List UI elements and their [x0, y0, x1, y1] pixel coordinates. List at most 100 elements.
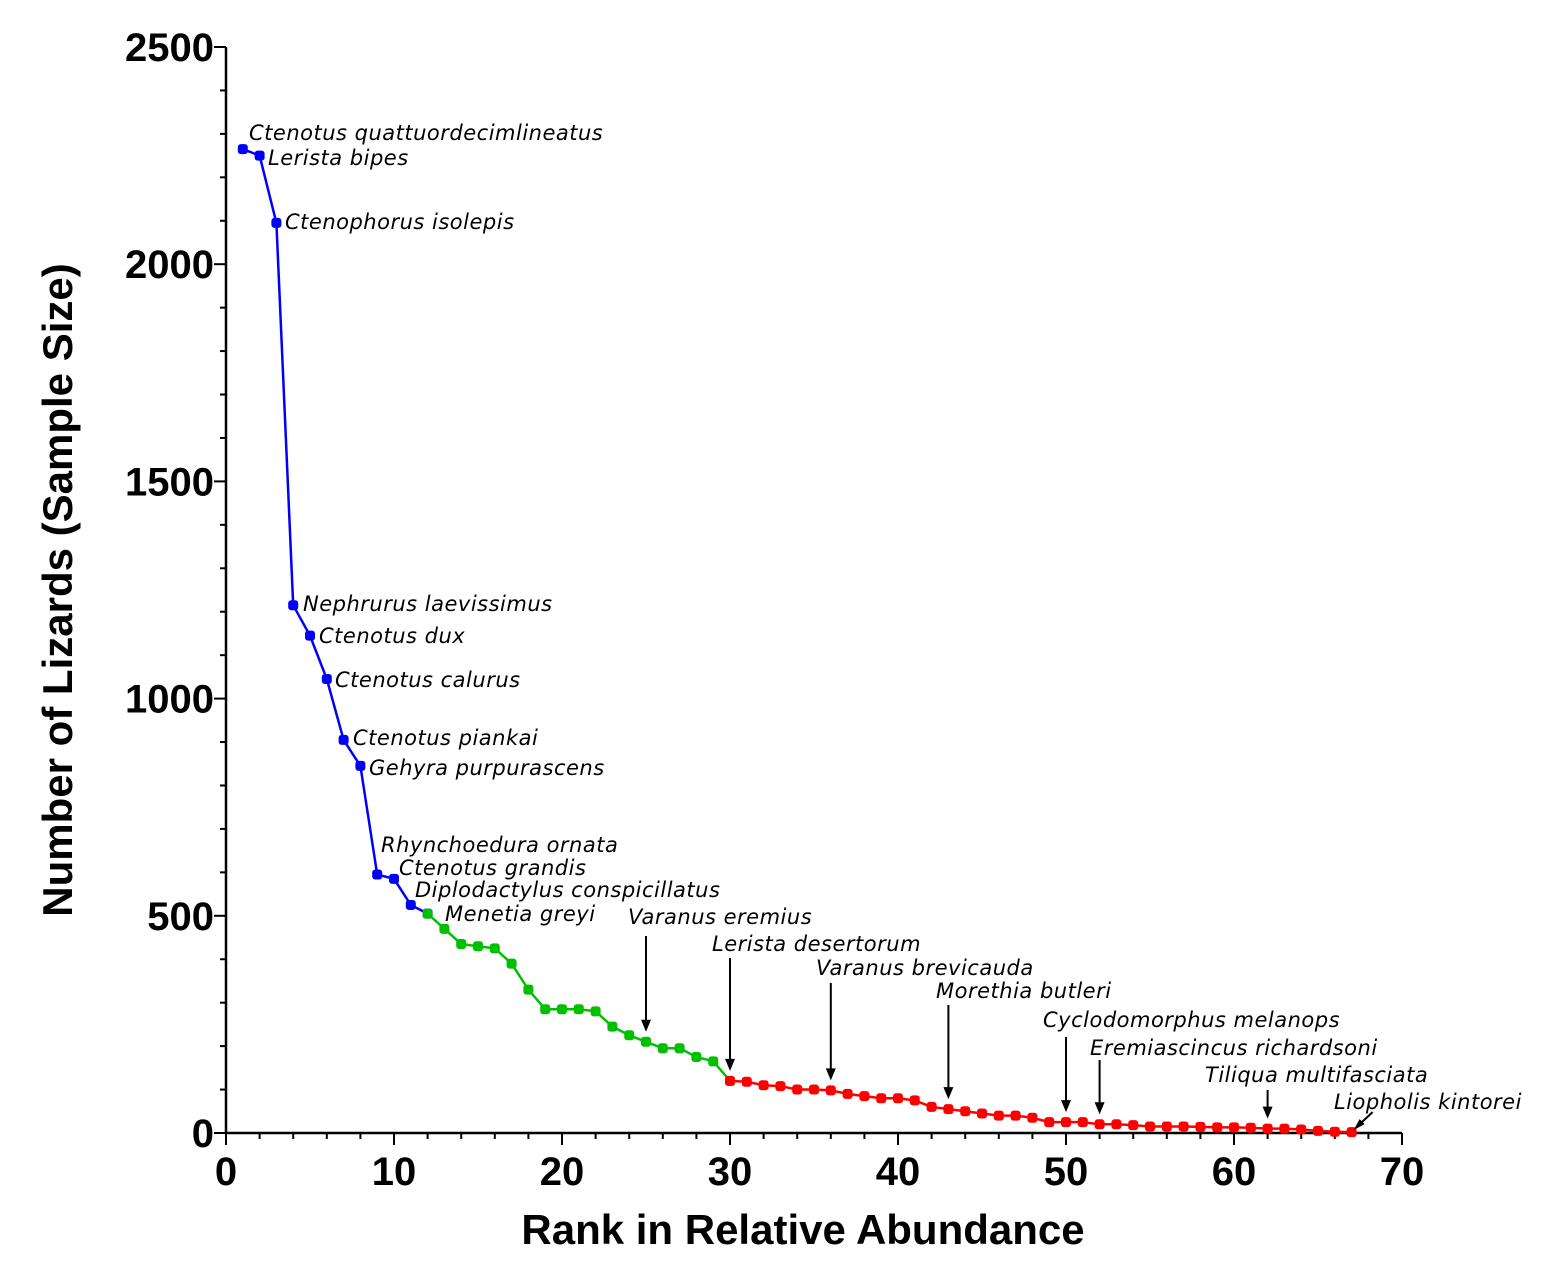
data-point: [254, 150, 265, 161]
data-point: [456, 939, 467, 950]
x-tick-label: 20: [540, 1150, 585, 1194]
data-point: [271, 217, 282, 228]
series-line-2: [426, 912, 731, 1082]
data-point: [1245, 1122, 1256, 1133]
y-tick-label: 2000: [125, 243, 214, 287]
data-point: [523, 984, 534, 995]
data-point: [1145, 1121, 1155, 1132]
data-point: [758, 1080, 769, 1091]
data-point: [1178, 1121, 1189, 1132]
y-axis-title: Number of Lizards (Sample Size): [34, 263, 81, 916]
data-point: [775, 1081, 786, 1092]
annotation-arrowhead: [825, 1068, 836, 1081]
annotation-arrowhead: [641, 1019, 651, 1032]
annotation-arrowhead: [1353, 1119, 1365, 1131]
species-label: Liopholis kintorei: [1334, 1090, 1522, 1114]
data-point: [1212, 1122, 1223, 1133]
x-tick-label: 30: [708, 1150, 753, 1194]
data-point: [926, 1101, 937, 1112]
species-label: Cyclodomorphus melanops: [1043, 1008, 1340, 1032]
data-point: [1111, 1119, 1122, 1130]
data-point: [473, 941, 483, 952]
species-label: Gehyra purpurascens: [369, 756, 605, 780]
x-tick-label: 70: [1380, 1150, 1425, 1194]
data-point: [657, 1043, 668, 1054]
y-tick-label: 2500: [125, 26, 214, 70]
y-tick-label: 0: [192, 1112, 214, 1156]
data-point: [1195, 1121, 1206, 1132]
data-point: [674, 1043, 685, 1054]
data-point: [1262, 1123, 1273, 1134]
data-point: [1296, 1124, 1307, 1135]
data-point: [708, 1056, 719, 1067]
data-point: [1313, 1125, 1323, 1136]
series-line-3: [729, 1079, 1352, 1134]
data-point: [960, 1106, 971, 1117]
data-point: [540, 1004, 551, 1015]
data-point: [825, 1085, 836, 1096]
annotation-arrowhead: [943, 1087, 954, 1100]
data-point: [506, 958, 517, 969]
data-point: [842, 1088, 853, 1099]
data-point: [489, 943, 500, 954]
data-point: [338, 734, 349, 745]
data-point: [1027, 1112, 1038, 1123]
data-point: [389, 873, 399, 884]
species-label: Tiliqua multifasciata: [1205, 1063, 1428, 1087]
species-label: Ctenotus grandis: [399, 856, 586, 880]
data-point: [859, 1091, 870, 1102]
data-point: [1061, 1117, 1071, 1128]
species-label: Menetia greyi: [445, 902, 596, 926]
annotation-arrowhead: [1094, 1102, 1105, 1115]
data-point: [725, 1075, 735, 1086]
y-tick-label: 500: [147, 895, 214, 939]
data-point: [607, 1021, 618, 1032]
species-label: Varanus brevicauda: [816, 956, 1034, 980]
data-point: [876, 1093, 887, 1104]
data-point: [1077, 1117, 1088, 1128]
data-point: [422, 908, 433, 919]
species-label: Ctenotus calurus: [335, 668, 521, 692]
data-point: [321, 674, 332, 685]
y-tick-label: 1000: [125, 678, 214, 722]
data-point: [641, 1036, 651, 1047]
species-label: Diplodactylus conspicillatus: [415, 878, 720, 902]
data-point: [909, 1095, 920, 1106]
data-point: [372, 869, 383, 880]
data-point: [1329, 1126, 1340, 1137]
y-tick-label: 1500: [125, 460, 214, 504]
data-point: [288, 600, 299, 611]
data-point: [893, 1093, 903, 1104]
data-point: [1044, 1117, 1055, 1128]
species-label: Ctenotus piankai: [353, 726, 538, 750]
data-point: [1279, 1123, 1290, 1134]
annotation-arrowhead: [1061, 1100, 1071, 1113]
data-point: [809, 1084, 819, 1095]
data-point: [792, 1084, 803, 1095]
data-point: [943, 1104, 954, 1115]
data-point: [355, 760, 366, 771]
data-point: [1161, 1121, 1172, 1132]
species-label: Morethia butleri: [936, 979, 1112, 1003]
series-line-1: [242, 147, 429, 915]
data-point: [305, 630, 315, 641]
data-point: [993, 1110, 1004, 1121]
data-point: [741, 1076, 752, 1087]
data-point: [237, 144, 248, 155]
x-tick-label: 10: [372, 1150, 417, 1194]
species-label: Ctenotus quattuordecimlineatus: [249, 121, 603, 145]
data-point: [590, 1006, 601, 1017]
species-label: Ctenophorus isolepis: [285, 210, 515, 234]
species-label: Ctenotus dux: [319, 624, 465, 648]
data-point: [691, 1051, 702, 1062]
data-point: [624, 1030, 635, 1041]
species-label: Rhynchoedura ornata: [381, 833, 618, 857]
axes: 0 500 1000 1500 2000 2500 0 10 20 30 40 50 60 70: [125, 26, 1424, 1194]
x-tick-label: 50: [1044, 1150, 1089, 1194]
annotation-arrowhead: [725, 1058, 735, 1071]
data-point: [1010, 1110, 1021, 1121]
data-point: [439, 923, 450, 934]
x-tick-label: 0: [215, 1150, 237, 1194]
